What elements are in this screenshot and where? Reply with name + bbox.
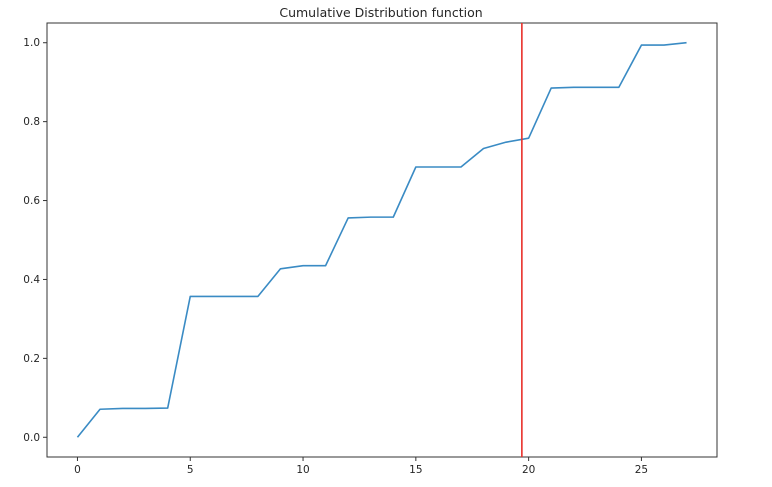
- x-tick-label: 15: [409, 464, 422, 476]
- plot-area-frame: [46, 22, 718, 458]
- y-tick-label: 0.6: [23, 195, 40, 207]
- x-tick-label: 10: [296, 464, 309, 476]
- chart-title: Cumulative Distribution function: [279, 5, 482, 20]
- y-tick-label: 0.8: [23, 116, 40, 128]
- x-axis: 0 5 10 15 20 25: [74, 457, 648, 476]
- y-tick-label: 0.0: [23, 432, 40, 444]
- y-tick-label: 1.0: [23, 37, 40, 49]
- series-layer: [76, 41, 687, 438]
- cdf-series-line: [76, 41, 687, 438]
- x-tick-label: 5: [187, 464, 194, 476]
- x-tick-label: 20: [522, 464, 535, 476]
- y-tick-label: 0.4: [23, 274, 40, 286]
- y-tick-label: 0.2: [23, 353, 40, 365]
- x-tick-label: 0: [74, 464, 81, 476]
- y-axis: 0.0 0.2 0.4 0.6 0.8 1.0: [23, 37, 47, 444]
- x-tick-label: 25: [635, 464, 648, 476]
